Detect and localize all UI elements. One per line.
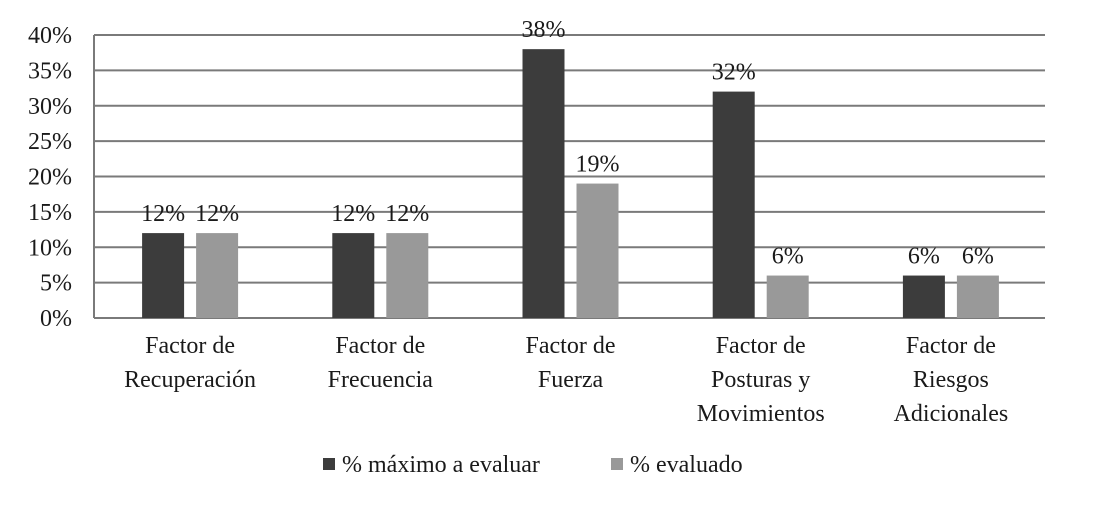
x-tick-label: Recuperación (124, 367, 256, 393)
y-tick-label: 40% (28, 23, 72, 49)
y-tick-label: 15% (28, 200, 72, 226)
y-tick-label: 0% (40, 306, 72, 332)
x-tick-label: Riesgos (913, 367, 989, 393)
data-label: 12% (385, 201, 429, 227)
y-tick-label: 5% (40, 271, 72, 297)
x-tick-label: Factor de (906, 333, 996, 359)
data-label: 6% (908, 244, 940, 270)
x-tick-label: Fuerza (538, 367, 604, 393)
x-tick-label: Posturas y (711, 367, 810, 393)
y-tick-label: 35% (28, 58, 72, 84)
x-tick-label: Factor de (335, 333, 425, 359)
y-tick-label: 30% (28, 94, 72, 120)
bar-maximo (522, 49, 565, 319)
legend-label: % evaluado (630, 452, 743, 478)
legend-swatch (611, 458, 623, 470)
bar-evaluado (196, 233, 239, 318)
bar-evaluado (576, 183, 619, 318)
x-tick-label: Factor de (145, 333, 235, 359)
x-tick-label: Movimientos (697, 401, 825, 427)
y-tick-label: 25% (28, 129, 72, 155)
legend-swatch (323, 458, 335, 470)
x-tick-label: Factor de (526, 333, 616, 359)
x-tick-label: Factor de (716, 333, 806, 359)
x-tick-label: Adicionales (894, 401, 1009, 427)
data-label: 32% (712, 60, 756, 86)
data-label: 19% (576, 152, 620, 178)
data-label: 12% (141, 201, 185, 227)
bar-evaluado (956, 275, 999, 318)
bar-maximo (142, 233, 185, 318)
data-label: 6% (772, 244, 804, 270)
legend-label: % máximo a evaluar (342, 452, 540, 478)
bar-evaluado (386, 233, 429, 318)
bar-evaluado (766, 275, 809, 318)
bar-maximo (902, 275, 945, 318)
data-label: 12% (331, 201, 375, 227)
y-tick-label: 20% (28, 165, 72, 191)
bar-maximo (332, 233, 375, 318)
bar-maximo (712, 91, 755, 318)
data-label: 6% (962, 244, 994, 270)
x-tick-label: Frecuencia (328, 367, 434, 393)
y-tick-label: 10% (28, 235, 72, 261)
data-label: 38% (522, 17, 566, 43)
data-label: 12% (195, 201, 239, 227)
